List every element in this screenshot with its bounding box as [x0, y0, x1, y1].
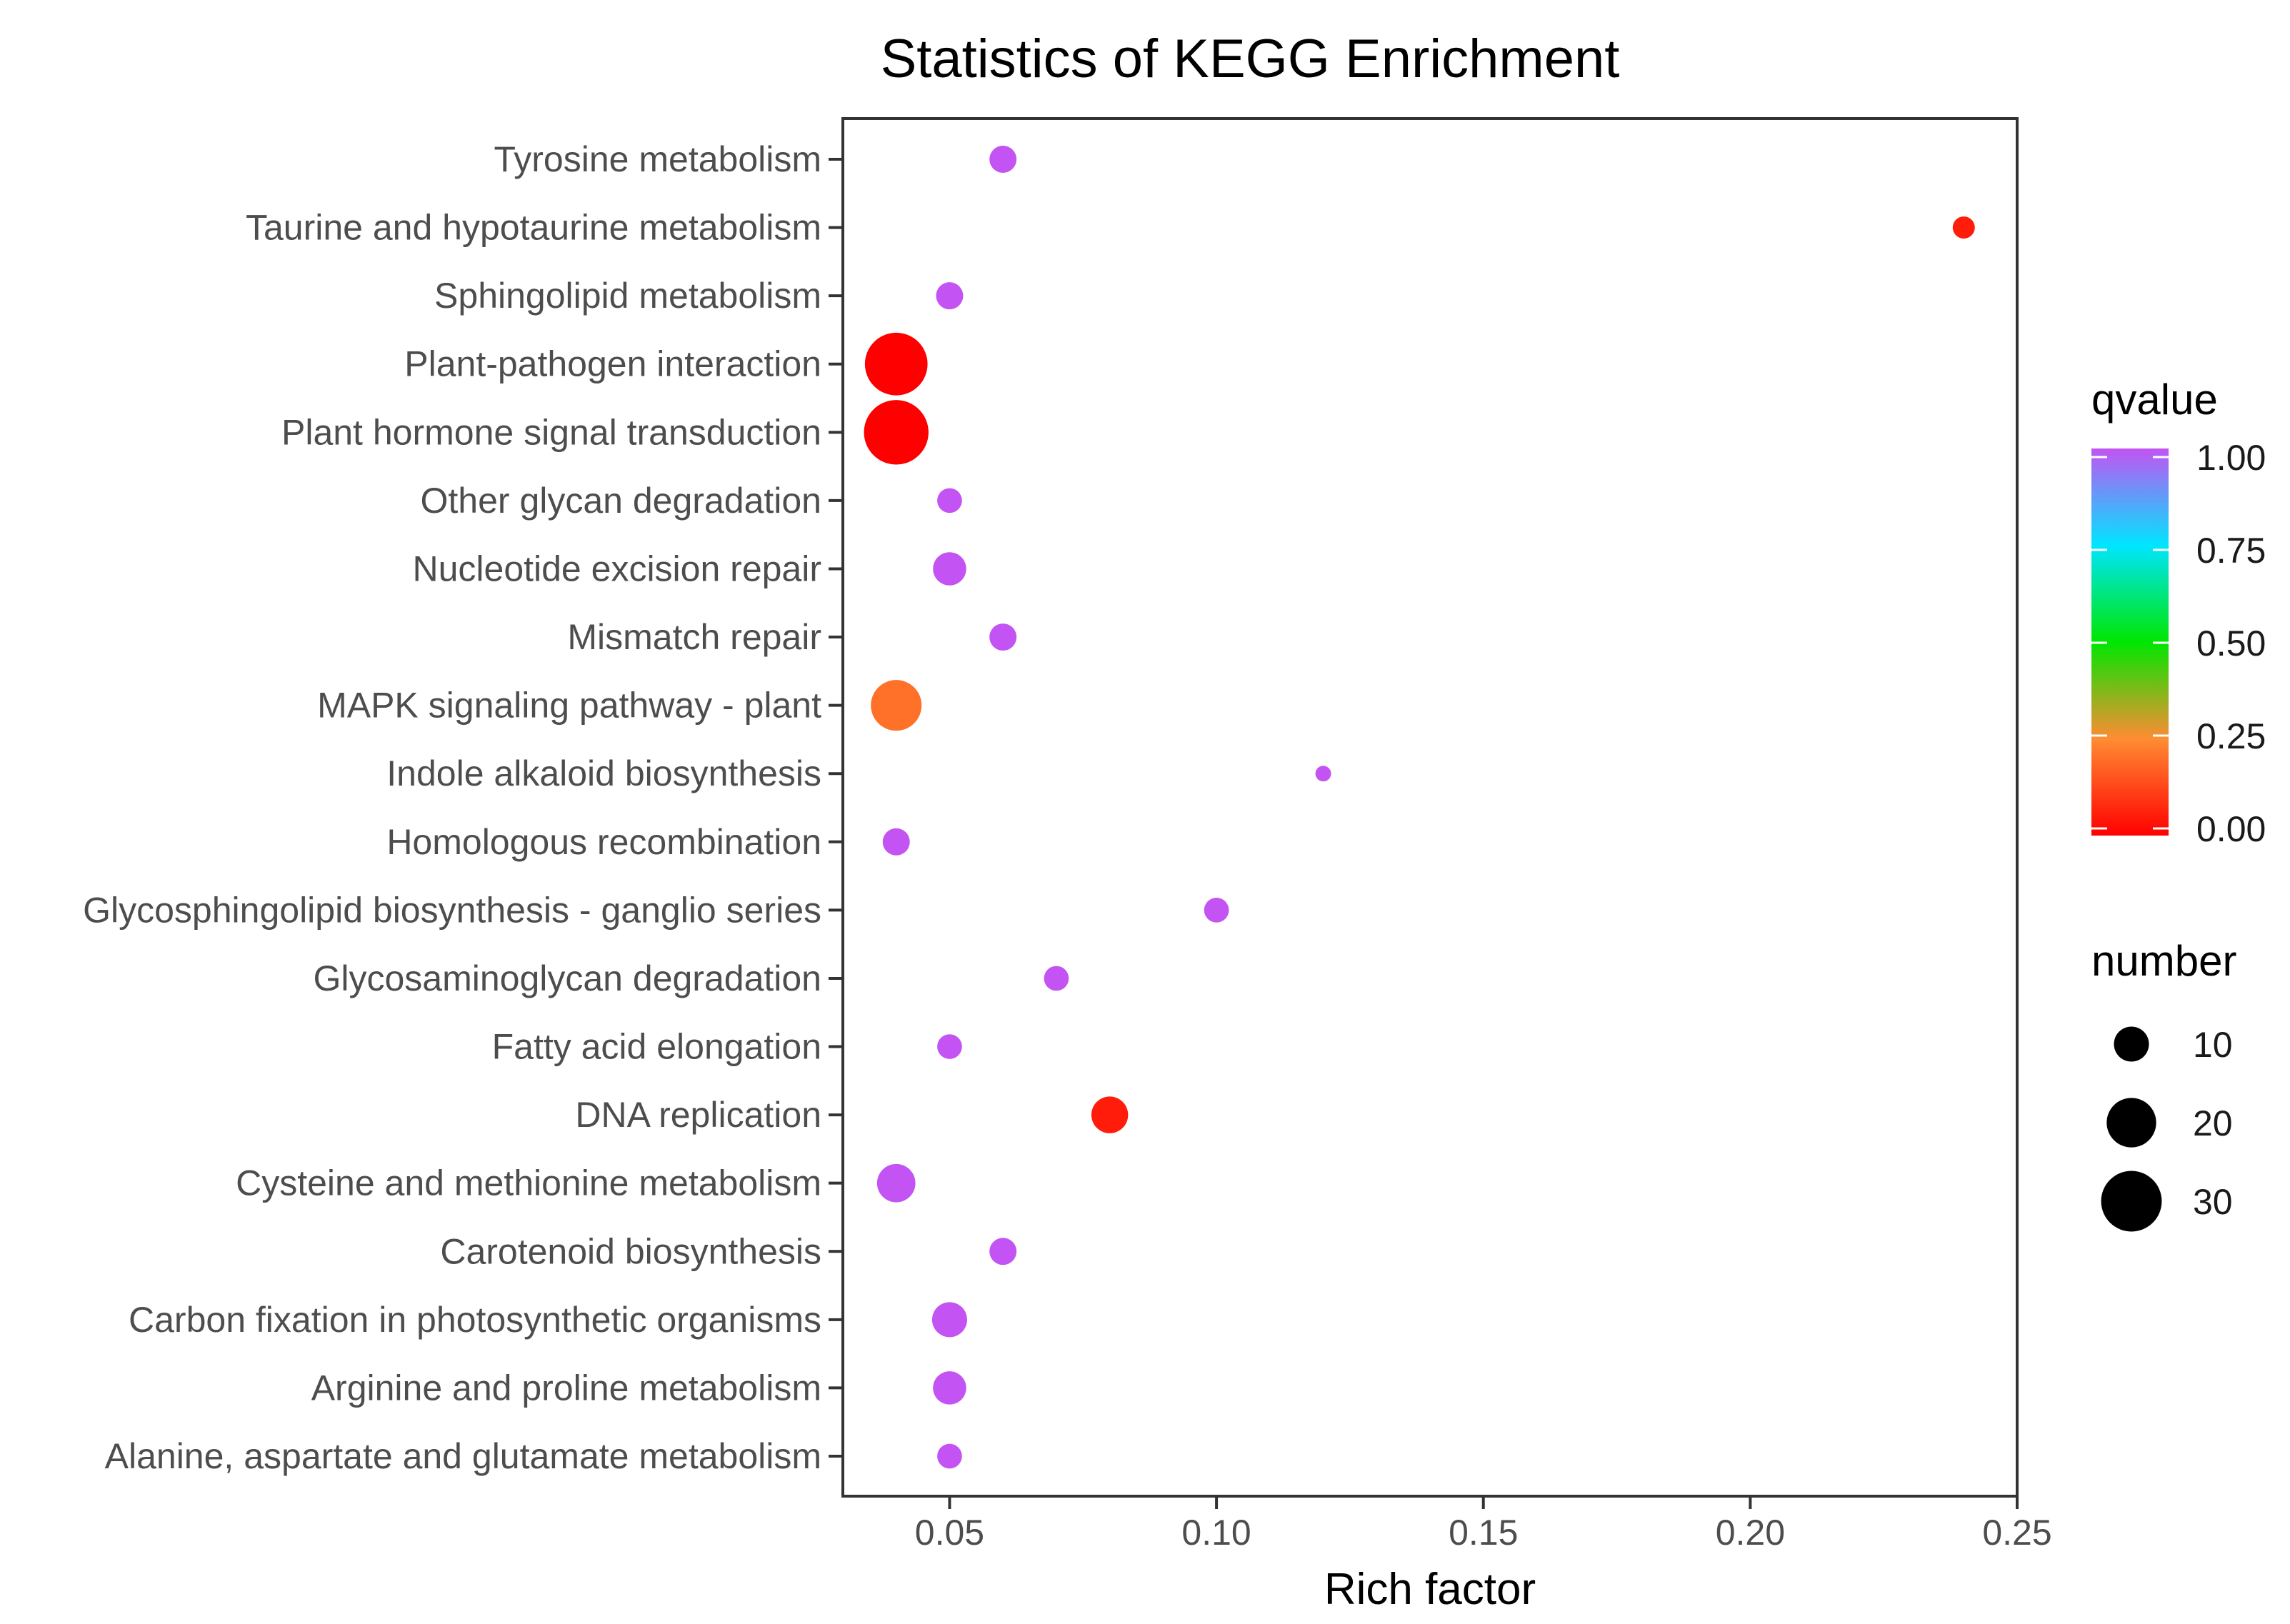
size-legend-dot: [2101, 1171, 2162, 1232]
data-point: [1952, 216, 1975, 239]
data-point: [864, 400, 929, 465]
y-tick-label: Sphingolipid metabolism: [434, 276, 821, 316]
y-tick-label: Mismatch repair: [567, 617, 821, 657]
color-legend-label: 1.00: [2196, 438, 2266, 478]
y-tick-label: DNA replication: [575, 1095, 821, 1135]
data-points: [864, 146, 1975, 1469]
data-point: [1204, 898, 1229, 923]
y-tick-label: Cysteine and methionine metabolism: [236, 1163, 821, 1203]
size-legend-label: 30: [2193, 1182, 2233, 1222]
y-tick-label: Homologous recombination: [386, 822, 821, 862]
size-legend-label: 10: [2193, 1025, 2233, 1065]
data-point: [989, 1238, 1017, 1265]
data-point: [1091, 1096, 1129, 1133]
y-tick-label: Tyrosine metabolism: [494, 139, 822, 179]
x-tick-label: 0.25: [1982, 1513, 2051, 1553]
data-point: [933, 552, 966, 586]
y-axis-labels: Tyrosine metabolism Taurine and hypotauri…: [83, 139, 821, 1476]
y-tick-label: Carbon fixation in photosynthetic organi…: [129, 1300, 821, 1340]
x-axis-title: Rich factor: [1324, 1565, 1536, 1614]
data-point: [937, 1443, 962, 1469]
y-axis-ticks: [829, 158, 843, 1458]
y-tick-label: MAPK signaling pathway - plant: [317, 686, 821, 726]
data-point: [864, 332, 928, 396]
size-legend-dot: [2106, 1098, 2156, 1148]
size-legend: number 10 20 30: [2091, 937, 2236, 1232]
size-legend-dot: [2114, 1026, 2149, 1062]
y-tick-label: Taurine and hypotaurine metabolism: [246, 208, 821, 248]
size-legend-title: number: [2091, 937, 2236, 985]
color-legend: qvalue 1.00 0.75 0.50 0.25 0.00: [2091, 376, 2266, 849]
data-point: [876, 1163, 916, 1203]
x-tick-label: 0.20: [1716, 1513, 1785, 1553]
y-tick-label: Alanine, aspartate and glutamate metabol…: [105, 1436, 821, 1476]
y-tick-label: Indole alkaloid biosynthesis: [386, 753, 821, 793]
data-point: [989, 623, 1017, 651]
data-point: [937, 488, 962, 513]
y-tick-label: Arginine and proline metabolism: [311, 1368, 821, 1408]
data-point: [936, 282, 964, 310]
data-point: [989, 146, 1017, 173]
data-point: [931, 1302, 967, 1338]
y-tick-label: Plant hormone signal transduction: [281, 412, 821, 452]
plot-panel: [841, 117, 2019, 1498]
data-point: [1044, 966, 1069, 991]
y-tick-label: Plant-pathogen interaction: [404, 344, 821, 384]
y-tick-label: Carotenoid biosynthesis: [440, 1231, 821, 1271]
x-axis-ticks: 0.05 0.10 0.15 0.20 0.25: [915, 1496, 2052, 1553]
color-legend-label: 0.50: [2196, 623, 2266, 663]
color-legend-title: qvalue: [2091, 376, 2218, 423]
color-legend-label: 0.75: [2196, 531, 2266, 571]
data-point: [882, 828, 910, 856]
color-legend-label: 0.00: [2196, 809, 2266, 849]
data-point: [937, 1034, 962, 1059]
x-tick-label: 0.10: [1181, 1513, 1251, 1553]
x-tick-label: 0.05: [915, 1513, 984, 1553]
data-point: [933, 1371, 966, 1405]
y-tick-label: Glycosphingolipid biosynthesis - ganglio…: [83, 890, 821, 930]
size-legend-label: 20: [2193, 1103, 2233, 1143]
y-tick-label: Nucleotide excision repair: [412, 548, 821, 588]
color-legend-label: 0.25: [2196, 716, 2266, 756]
y-tick-label: Fatty acid elongation: [492, 1027, 821, 1067]
data-point: [871, 680, 922, 731]
x-tick-label: 0.15: [1449, 1513, 1518, 1553]
y-tick-label: Other glycan degradation: [421, 481, 821, 521]
data-point: [1315, 766, 1331, 782]
chart-title: Statistics of KEGG Enrichment: [881, 29, 1620, 89]
y-tick-label: Glycosaminoglycan degradation: [313, 958, 821, 998]
